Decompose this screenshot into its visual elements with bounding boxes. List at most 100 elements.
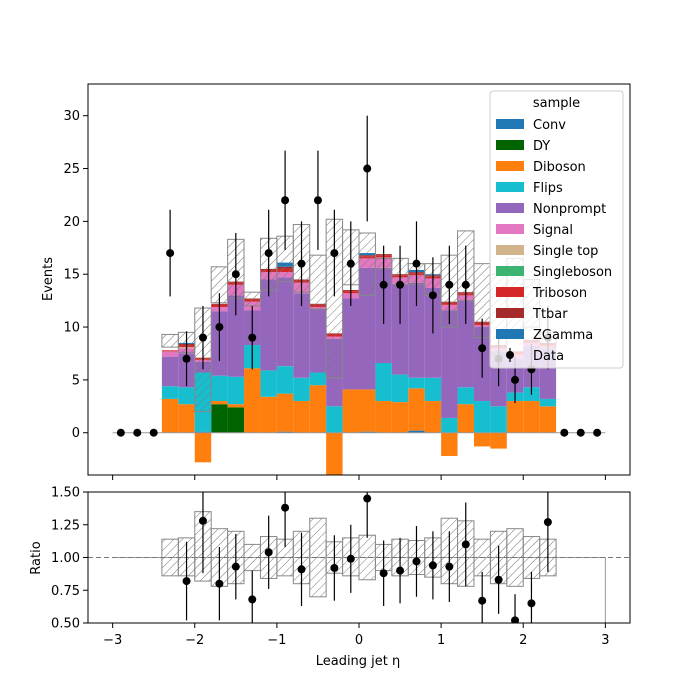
bar-nonprompt-bin-14 (391, 283, 409, 375)
ratio-x-tick-label: −1 (267, 633, 286, 648)
legend-label: Flips (533, 181, 563, 196)
data-point (281, 196, 290, 205)
bar-diboson-bin-9 (309, 385, 327, 433)
bar-nonprompt-bin-12 (359, 267, 376, 390)
ratio-point (264, 548, 273, 557)
bar-diboson-bin-5 (244, 368, 261, 433)
data-point (182, 354, 191, 363)
legend-box (489, 90, 624, 369)
legend-label: Single top (533, 244, 598, 259)
legend-swatch (496, 224, 524, 234)
bar-flips-bin-15 (408, 377, 425, 389)
ratio-point (396, 566, 405, 575)
ratio-point (182, 577, 191, 586)
legend: sample Conv DY Diboson Flips Nonprompt Signal S… (489, 90, 624, 369)
ratio-panel: 0.50 0.75 1.00 1.25 1.50 −3 −2 −1 0 1 2 3 Ratio Lea… (29, 486, 631, 669)
ratio-y-tick-label: 0.75 (51, 584, 80, 599)
bar-diboson-bin-10 (326, 432, 343, 475)
bar-diboson-bin-23 (539, 406, 557, 433)
bar-conv-bin-7 (276, 431, 294, 433)
ratio-point (231, 562, 240, 571)
data-point (330, 249, 339, 258)
bar-flips-bin-13 (375, 362, 392, 402)
bar-dy-bin-4 (227, 407, 245, 433)
uncertainty-band-bin-5 (243, 291, 261, 307)
bar-flips-bin-20 (490, 406, 507, 433)
data-point (166, 249, 175, 258)
bar-diboson-bin-14 (391, 402, 409, 433)
ratio-point (330, 563, 339, 572)
legend-swatch (496, 119, 524, 129)
bar-diboson-bin-4 (227, 404, 245, 408)
bar-diboson-bin-16 (424, 401, 442, 433)
ratio-point (511, 616, 520, 623)
ratio-point (346, 554, 355, 563)
main-y-tick-label: 15 (63, 268, 80, 283)
data-point (428, 291, 437, 300)
data-point (313, 196, 322, 205)
ratio-point (527, 599, 536, 608)
ratio-x-tick-label: −3 (103, 633, 122, 648)
bar-dy-bin-3 (211, 404, 228, 433)
main-y-tick-label: 30 (63, 109, 80, 124)
bar-diboson-bin-7 (276, 393, 294, 432)
bar-nonprompt-bin-0 (161, 356, 179, 387)
legend-label: Conv (533, 118, 566, 133)
ratio-x-tick-label: −2 (185, 633, 204, 648)
bar-diboson-bin-3 (211, 401, 228, 405)
ratio-point (428, 561, 437, 570)
bar-signal-bin-0 (161, 351, 179, 357)
ratio-y-axis-label: Ratio (29, 541, 44, 574)
legend-swatch (496, 182, 524, 192)
data-point (133, 428, 142, 437)
legend-swatch (496, 266, 524, 276)
bar-flips-bin-8 (293, 377, 310, 402)
bar-flips-bin-0 (161, 386, 179, 399)
data-point (149, 428, 158, 437)
bar-diboson-bin-13 (375, 401, 392, 433)
data-point (511, 375, 520, 384)
uncertainty-band-bin-0 (161, 333, 179, 348)
bar-flips-bin-1 (178, 387, 195, 405)
bar-nonprompt-bin-8 (293, 293, 310, 378)
main-y-tick-label: 25 (63, 162, 80, 177)
bar-diboson-bin-8 (293, 401, 310, 433)
uncertainty-band-bin-9 (309, 254, 327, 310)
bar-flips-bin-9 (309, 372, 327, 386)
bar-nonprompt-bin-6 (260, 279, 277, 371)
legend-swatch (496, 287, 524, 297)
data-point (264, 249, 273, 258)
ratio-point (543, 518, 552, 527)
data-point (198, 333, 207, 342)
bar-flips-bin-23 (539, 398, 557, 407)
legend-swatch (496, 140, 524, 150)
bar-flips-bin-6 (260, 370, 277, 397)
legend-label: Signal (533, 223, 573, 238)
main-y-tick-label: 5 (72, 373, 80, 388)
ratio-point (412, 557, 421, 566)
ratio-x-tick-label: 1 (437, 633, 445, 648)
legend-swatch (496, 308, 524, 318)
data-point (116, 428, 125, 437)
bar-conv-bin-15 (408, 430, 425, 433)
bar-nonprompt-bin-18 (457, 300, 474, 388)
data-point (363, 164, 372, 173)
legend-label: Ttbar (532, 307, 568, 322)
ratio-point (297, 565, 306, 574)
legend-label: ZGamma (533, 328, 593, 343)
bar-nonprompt-bin-17 (441, 310, 458, 418)
uncertainty-band-bin-12 (358, 232, 376, 296)
data-point (396, 280, 405, 289)
data-point (560, 428, 569, 437)
ratio-point (478, 596, 487, 605)
data-point (231, 270, 240, 279)
ratio-point (215, 579, 224, 588)
bar-diboson-bin-2 (194, 432, 212, 463)
bar-flips-bin-18 (457, 387, 474, 405)
x-axis-label: Leading jet η (316, 654, 401, 669)
bar-triboson-bin-0 (161, 350, 179, 352)
legend-label: Data (533, 349, 564, 364)
bar-diboson-bin-19 (473, 432, 491, 447)
bar-diboson-bin-6 (260, 396, 277, 433)
data-point (576, 428, 585, 437)
